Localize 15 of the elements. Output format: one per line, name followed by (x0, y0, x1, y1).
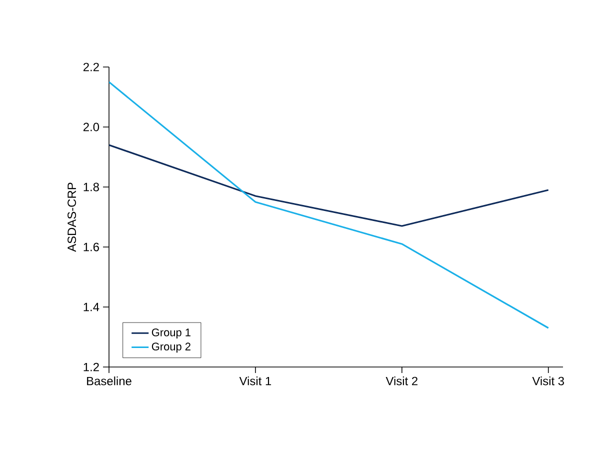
y-tick-label: 1.6 (84, 242, 99, 252)
y-tick-label: 1.2 (84, 362, 99, 372)
x-tick-label: Visit 1 (239, 376, 272, 386)
x-tick-label: Visit 3 (532, 376, 564, 386)
y-tick-label: 1.4 (84, 302, 100, 312)
legend-label: Group 1 (152, 328, 190, 338)
legend-label: Group 2 (152, 342, 190, 353)
y-tick-label: 2.2 (83, 62, 99, 72)
y-axis-title: ASDAS-CRP (68, 182, 76, 252)
x-tick-label: Visit 2 (386, 376, 418, 386)
line-series (109, 144, 550, 227)
line-series (109, 81, 550, 329)
y-tick-label: 1.8 (84, 182, 99, 192)
y-tick-label: 2.0 (83, 122, 100, 132)
x-tick-label: Baseline (87, 376, 132, 386)
